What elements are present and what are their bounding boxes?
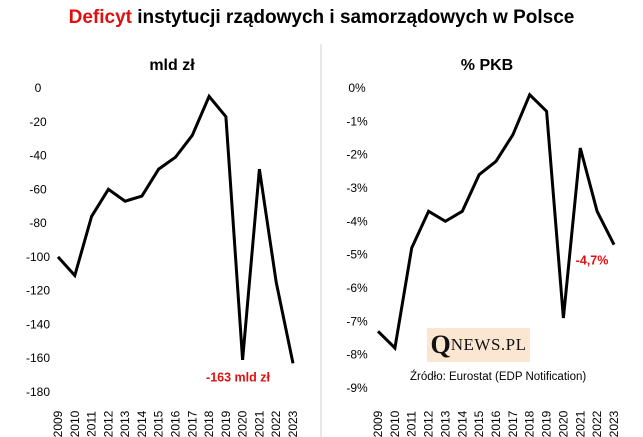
panel-title: % PKB [461, 57, 513, 74]
y-tick-label: -120 [26, 284, 50, 298]
qnews-logo: Q NEWS.PL [427, 328, 530, 362]
x-tick-label: 2010 [68, 410, 82, 437]
y-tick-label: -2% [346, 148, 368, 162]
series-line [56, 93, 295, 364]
figure-title: Deficyt instytucji rządowych i samorządo… [0, 7, 643, 29]
panel-title: mld zł [149, 57, 195, 74]
title-rest: instytucji rządowych i samorządowych w P… [131, 7, 575, 28]
x-tick-label: 2021 [252, 410, 266, 437]
x-tick-label: 2017 [185, 410, 199, 437]
panel-mld-zl: mld zł0-20-40-60-80-100-120-140-160-1802… [26, 57, 300, 437]
x-tick-label: 2013 [118, 410, 132, 437]
x-tick-label: 2011 [85, 411, 99, 437]
x-tick-label: 2010 [388, 410, 402, 437]
y-tick-label: -3% [346, 181, 368, 195]
y-tick-label: -20 [29, 115, 47, 129]
x-tick-label: 2022 [590, 410, 604, 437]
y-tick-label: -5% [346, 248, 368, 262]
y-tick-label: -8% [346, 348, 368, 362]
x-tick-label: 2009 [371, 410, 385, 437]
x-tick-label: 2015 [472, 410, 486, 437]
x-tick-label: 2019 [219, 410, 233, 437]
y-tick-label: -7% [346, 314, 368, 328]
x-tick-label: 2014 [455, 410, 469, 437]
x-tick-label: 2019 [540, 410, 554, 437]
x-tick-label: 2013 [438, 410, 452, 437]
y-tick-label: -60 [29, 182, 47, 196]
value-annotation: -163 mld zł [206, 370, 270, 384]
logo-q: Q [430, 330, 451, 359]
y-tick-label: 0% [348, 81, 366, 95]
x-tick-label: 2012 [101, 410, 115, 437]
y-tick-label: -9% [346, 381, 368, 395]
x-tick-label: 2014 [135, 410, 149, 437]
x-tick-label: 2023 [286, 410, 300, 437]
x-tick-label: 2016 [489, 410, 503, 437]
x-tick-label: 2018 [202, 410, 216, 437]
x-tick-label: 2022 [269, 410, 283, 437]
y-tick-label: -80 [29, 216, 47, 230]
x-tick-label: 2015 [152, 410, 166, 437]
x-tick-label: 2011 [405, 411, 419, 437]
x-tick-label: 2016 [169, 410, 183, 437]
x-tick-label: 2009 [51, 410, 65, 437]
x-tick-label: 2023 [607, 410, 621, 437]
x-tick-label: 2021 [573, 410, 587, 437]
x-tick-label: 2020 [556, 410, 570, 437]
source-note: Źródło: Eurostat (EDP Notification) [410, 370, 586, 383]
y-tick-label: -4% [346, 214, 368, 228]
y-tick-label: -160 [26, 351, 50, 365]
y-tick-label: -140 [26, 317, 50, 331]
y-tick-label: -1% [346, 114, 368, 128]
y-tick-label: -6% [346, 281, 368, 295]
x-tick-label: 2017 [506, 410, 520, 437]
value-annotation: -4,7% [576, 254, 609, 268]
y-tick-label: -180 [26, 385, 50, 399]
x-tick-label: 2020 [236, 410, 250, 437]
x-tick-label: 2018 [523, 410, 537, 437]
y-tick-label: 0 [35, 81, 42, 95]
x-tick-label: 2012 [422, 410, 436, 437]
title-highlight: Deficyt [68, 7, 132, 28]
logo-rest: NEWS.PL [450, 335, 527, 354]
y-tick-label: -100 [26, 250, 50, 264]
y-tick-label: -40 [29, 149, 47, 163]
series-line [376, 92, 616, 352]
